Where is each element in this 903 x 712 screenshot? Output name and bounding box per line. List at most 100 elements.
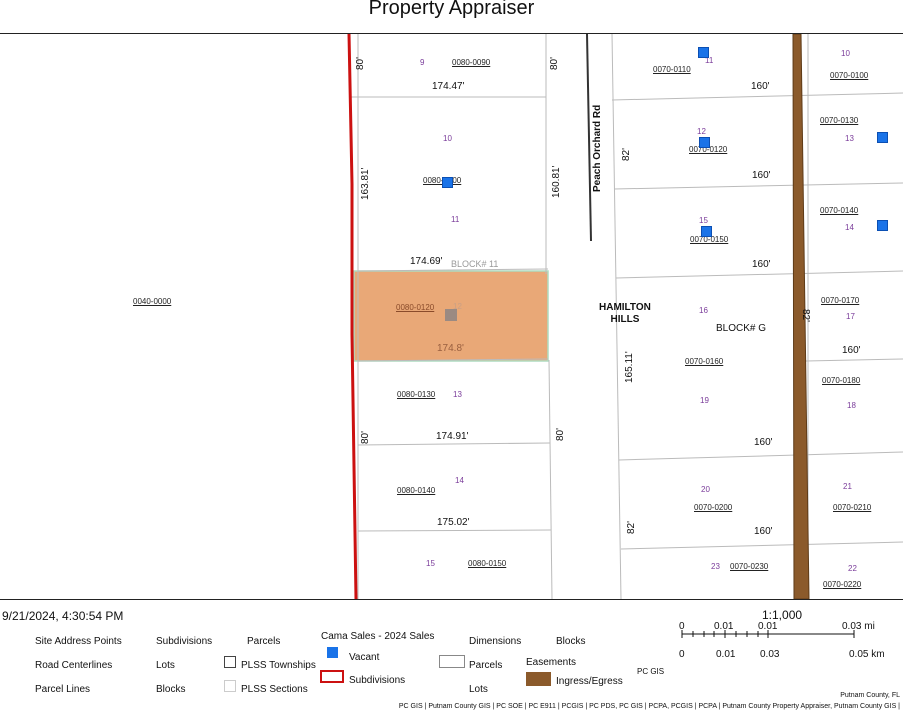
vacant-marker[interactable] xyxy=(698,47,709,58)
lot-number: 18 xyxy=(847,401,856,410)
lot-number: 17 xyxy=(846,312,855,321)
lot-number: 21 xyxy=(843,482,852,491)
legend-blocks-2: Blocks xyxy=(556,636,586,647)
lot-number: 19 xyxy=(700,396,709,405)
parcel-id[interactable]: 0070-0170 xyxy=(821,296,860,305)
lot-number: 15 xyxy=(426,559,435,568)
parcel-lines-layer xyxy=(347,34,903,599)
parcel-id[interactable]: 0080-0150 xyxy=(468,559,507,568)
dimension-label: 165.11' xyxy=(624,351,635,383)
parcel-id[interactable]: 0070-0150 xyxy=(690,235,729,244)
dimension-label: 160' xyxy=(752,170,771,181)
lot-number: 12 xyxy=(453,302,462,311)
parcel-id[interactable]: 0070-0140 xyxy=(820,206,859,215)
parcel-id[interactable]: 0080-0090 xyxy=(452,58,491,67)
scale-mi-2: 0.01 xyxy=(758,621,778,632)
vacant-marker[interactable] xyxy=(877,220,888,231)
parcel-id[interactable]: 0070-0210 xyxy=(833,503,872,512)
legend-subdivisions-2: Subdivisions xyxy=(349,675,406,686)
lot-number: 10 xyxy=(841,49,850,58)
parcel-id[interactable]: 0070-0110 xyxy=(653,65,691,74)
legend-site-address-points: Site Address Points xyxy=(35,636,122,647)
parcel-id[interactable]: 0070-0200 xyxy=(694,503,733,512)
parcel-id[interactable]: 0070-0100 xyxy=(830,71,869,80)
legend-blocks: Blocks xyxy=(156,684,186,695)
legend-lots: Lots xyxy=(156,660,175,671)
legend-parcel-lines: Parcel Lines xyxy=(35,684,91,695)
county-label: Putnam County, FL xyxy=(840,692,900,699)
dimension-label: 175.02' xyxy=(437,517,470,528)
lot-number: 13 xyxy=(845,134,854,143)
road-name: Peach Orchard Rd xyxy=(592,104,603,192)
legend-plss-townships: PLSS Townships xyxy=(241,660,316,671)
legend-ingress-egress: Ingress/Egress xyxy=(556,676,623,687)
parcel-id[interactable]: 0070-0230 xyxy=(730,562,769,571)
lot-number: 13 xyxy=(453,390,462,399)
scale-km-0: 0 xyxy=(679,649,685,660)
parcel-id[interactable]: 0070-0120 xyxy=(689,145,728,154)
subdivisions-swatch xyxy=(320,670,344,683)
dimension-label: 82' xyxy=(800,309,811,323)
legend-parcels: Parcels xyxy=(247,636,281,647)
dimension-label: 160.81' xyxy=(551,165,562,199)
scale-ratio: 1:1,000 xyxy=(762,608,803,622)
credits: PC GIS | Putnam County GIS | PC SOE | PC… xyxy=(398,703,900,710)
lot-number: 23 xyxy=(711,562,720,571)
lot-number: 20 xyxy=(701,485,710,494)
dimension-label: 80' xyxy=(360,430,371,444)
vacant-swatch xyxy=(327,647,338,658)
parcel-id[interactable]: 0070-0180 xyxy=(822,376,861,385)
parcel-id[interactable]: 0070-0220 xyxy=(823,580,862,589)
parcel-id[interactable]: 0070-0160 xyxy=(685,357,724,366)
dimension-label: 174.8' xyxy=(437,343,464,354)
legend-cama-sales: Cama Sales - 2024 Sales xyxy=(321,631,435,642)
parcel-id[interactable]: 0080-0120 xyxy=(396,303,435,312)
subdivision-boundary xyxy=(347,34,358,599)
easement-ingress-egress xyxy=(792,34,810,599)
lot-number: 16 xyxy=(699,306,708,315)
legend-easements: Easements xyxy=(526,657,577,668)
lot-number: 11 xyxy=(705,56,714,65)
legend-parcels-2: Parcels xyxy=(469,660,503,671)
dimension-label: 160' xyxy=(751,81,770,92)
parcel-id[interactable]: 0070-0130 xyxy=(820,116,859,125)
subdivision-name: HAMILTON HILLS xyxy=(599,302,651,325)
legend-plss-sections: PLSS Sections xyxy=(241,684,308,695)
plss-townships-swatch xyxy=(224,656,236,668)
dimension-label: 160' xyxy=(754,437,773,448)
scale-km-1: 0.01 xyxy=(716,649,736,660)
dimension-label: 80' xyxy=(549,56,560,70)
legend-road-centerlines: Road Centerlines xyxy=(35,660,113,671)
dimension-label: 80' xyxy=(355,56,366,70)
dimension-label: 160' xyxy=(842,345,861,356)
page-title: Property Appraiser xyxy=(368,0,535,19)
parcels-swatch xyxy=(439,655,465,668)
scale-mi-3: 0.03 mi xyxy=(842,621,875,632)
lot-number: 15 xyxy=(699,216,708,225)
parcel-id[interactable]: 0040-0000 xyxy=(133,297,172,306)
ingress-egress-swatch xyxy=(526,672,551,686)
lot-number: 14 xyxy=(455,476,464,485)
dimension-label: 82' xyxy=(626,520,637,534)
scale-km-2: 0.03 xyxy=(760,649,780,660)
vacant-marker[interactable] xyxy=(699,137,710,148)
timestamp: 9/21/2024, 4:30:54 PM xyxy=(2,609,124,623)
parcel-id[interactable]: 0080-0130 xyxy=(397,390,436,399)
parcel-id[interactable]: 0080-0140 xyxy=(397,486,436,495)
block-label: BLOCK# G xyxy=(716,323,767,334)
dimension-label: 80' xyxy=(555,427,566,441)
scale-km-3: 0.05 km xyxy=(849,649,885,660)
dimension-label: 82' xyxy=(621,147,632,161)
lot-number: 22 xyxy=(848,564,857,573)
dimension-label: 174.91' xyxy=(436,431,469,442)
dimension-label: 160' xyxy=(752,259,771,270)
legend-subdivisions: Subdivisions xyxy=(156,636,213,647)
lot-number: 10 xyxy=(443,134,452,143)
vacant-marker[interactable] xyxy=(701,226,712,237)
legend-vacant: Vacant xyxy=(349,652,380,663)
vacant-marker[interactable] xyxy=(442,177,453,188)
map-canvas[interactable]: 0040-0000 0080-0090 0080-0100 0080-0120 … xyxy=(0,33,903,600)
vacant-marker[interactable] xyxy=(877,132,888,143)
scale-mi-0: 0 xyxy=(679,621,685,632)
plss-sections-swatch xyxy=(224,680,236,692)
